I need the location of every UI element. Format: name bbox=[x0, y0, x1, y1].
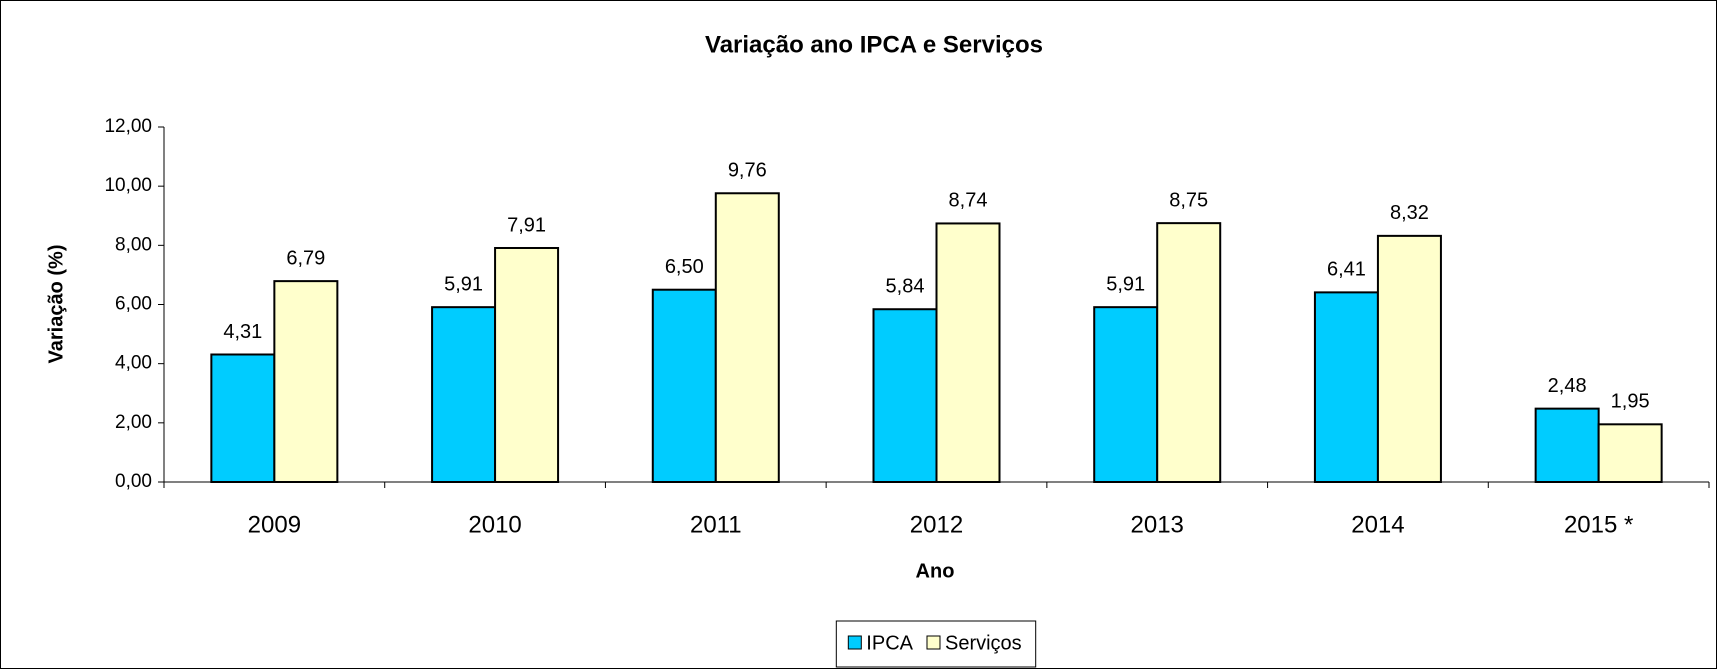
bar bbox=[1156, 222, 1222, 483]
bar bbox=[935, 222, 1001, 483]
value-label: 2,48 bbox=[1548, 375, 1587, 397]
x-tick-label: 2009 bbox=[248, 511, 301, 538]
value-label: 6,50 bbox=[665, 256, 704, 278]
x-tick-label: 2013 bbox=[1131, 511, 1184, 538]
y-tick-label: 0,00 bbox=[115, 471, 152, 492]
value-label: 1,95 bbox=[1611, 391, 1650, 413]
y-tick-label: 6,00 bbox=[115, 294, 152, 315]
y-tick-label: 12,00 bbox=[104, 116, 152, 137]
bar bbox=[1597, 423, 1663, 483]
chart-title: Variação ano IPCA e Serviços bbox=[705, 31, 1043, 58]
value-label: 8,74 bbox=[949, 190, 988, 212]
value-label: 8,32 bbox=[1390, 202, 1429, 224]
value-label: 4,31 bbox=[223, 321, 262, 343]
value-label: 5,91 bbox=[444, 273, 483, 295]
bar bbox=[1534, 407, 1600, 483]
value-label: 5,91 bbox=[1106, 273, 1145, 295]
y-tick-label: 4,00 bbox=[115, 353, 152, 374]
bar bbox=[431, 306, 497, 483]
y-tick-label: 8,00 bbox=[115, 234, 152, 255]
legend-swatch bbox=[926, 635, 941, 650]
bar bbox=[494, 246, 560, 483]
y-tick-label: 10,00 bbox=[104, 175, 152, 196]
bar bbox=[651, 288, 717, 484]
y-tick-label: 2,00 bbox=[115, 412, 152, 433]
value-label: 9,76 bbox=[728, 160, 767, 182]
x-tick-label: 2012 bbox=[910, 511, 963, 538]
bar bbox=[1093, 306, 1159, 483]
value-label: 6,79 bbox=[286, 247, 325, 269]
legend-label: IPCA bbox=[866, 632, 913, 654]
x-axis-label: Ano bbox=[916, 560, 955, 582]
value-label: 6,41 bbox=[1327, 259, 1366, 281]
bar bbox=[872, 308, 938, 483]
x-tick-label: 2014 bbox=[1351, 511, 1404, 538]
bar bbox=[1313, 291, 1379, 483]
x-tick-label: 2010 bbox=[468, 511, 521, 538]
value-label: 8,75 bbox=[1169, 189, 1208, 211]
x-tick-label: 2015 * bbox=[1564, 511, 1633, 538]
bar bbox=[210, 353, 276, 483]
y-axis-label: Variação (%) bbox=[45, 245, 67, 364]
legend-swatch bbox=[847, 635, 862, 650]
legend-label: Serviços bbox=[945, 632, 1022, 654]
bar bbox=[273, 280, 339, 484]
value-label: 5,84 bbox=[886, 276, 925, 298]
x-tick-label: 2011 bbox=[690, 511, 742, 538]
value-label: 7,91 bbox=[507, 214, 546, 236]
bar bbox=[1376, 234, 1442, 483]
bar bbox=[714, 192, 780, 483]
